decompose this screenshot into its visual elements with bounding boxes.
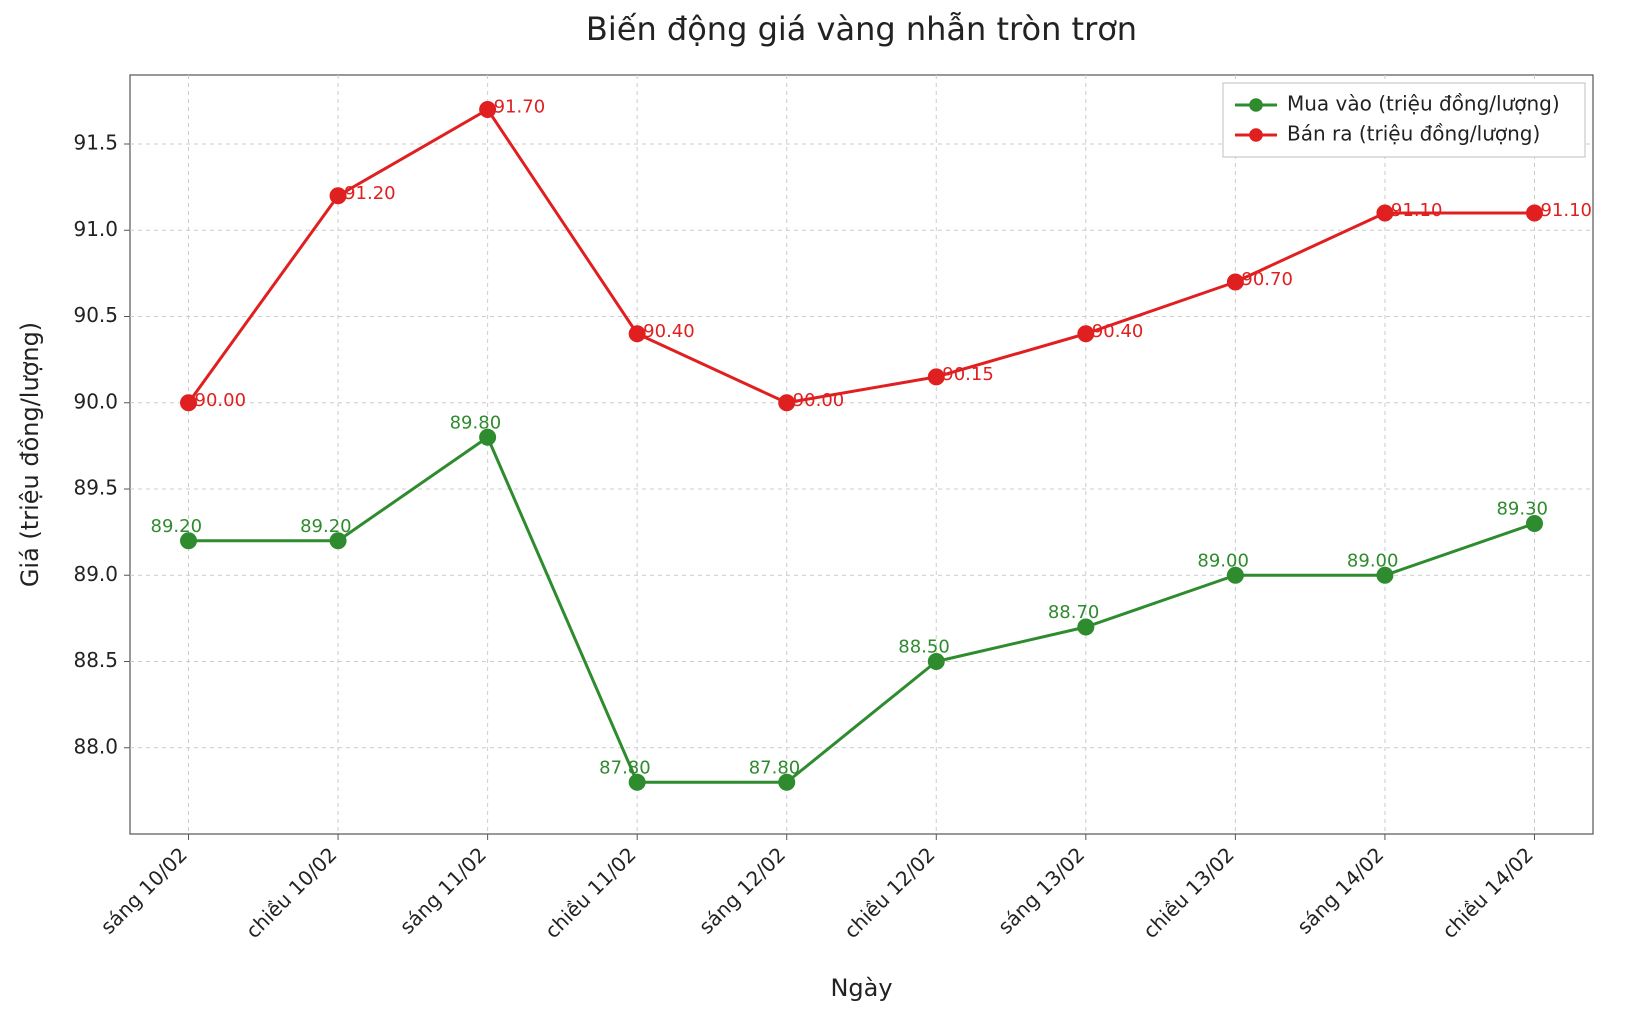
line-chart: 88.088.589.089.590.090.591.091.5sáng 10/… — [0, 0, 1633, 1024]
data-label: 90.15 — [942, 364, 994, 385]
chart-wrapper: 88.088.589.089.590.090.591.091.5sáng 10/… — [0, 0, 1633, 1024]
y-tick-label: 90.0 — [73, 389, 118, 413]
data-label: 91.10 — [1391, 200, 1443, 221]
y-tick-label: 91.5 — [73, 131, 118, 155]
data-label: 87.80 — [749, 757, 801, 778]
data-label: 88.70 — [1048, 602, 1100, 623]
data-label: 90.40 — [1092, 321, 1144, 342]
y-axis-label: Giá (triệu đồng/lượng) — [16, 322, 44, 587]
data-label: 89.80 — [450, 412, 502, 433]
data-label: 89.30 — [1496, 499, 1548, 520]
data-label: 89.00 — [1347, 550, 1399, 571]
data-label: 89.20 — [151, 516, 203, 537]
data-label: 91.20 — [344, 183, 396, 204]
y-tick-label: 91.0 — [73, 217, 118, 241]
y-tick-label: 89.5 — [73, 476, 118, 500]
legend-label: Mua vào (triệu đồng/lượng) — [1287, 92, 1560, 116]
y-tick-label: 88.0 — [73, 734, 118, 758]
data-label: 88.50 — [898, 637, 950, 658]
data-label: 90.00 — [793, 390, 845, 411]
data-label: 90.40 — [643, 321, 695, 342]
data-label: 90.70 — [1241, 269, 1293, 290]
y-tick-label: 90.5 — [73, 303, 118, 327]
y-tick-label: 89.0 — [73, 562, 118, 586]
data-label: 89.20 — [300, 516, 352, 537]
legend: Mua vào (triệu đồng/lượng) Bán ra (triệu … — [1223, 83, 1585, 157]
data-label: 91.10 — [1540, 200, 1592, 221]
y-tick-label: 88.5 — [73, 648, 118, 672]
legend-label: Bán ra (triệu đồng/lượng) — [1287, 122, 1540, 146]
x-axis-label: Ngày — [830, 974, 892, 1002]
chart-title: Biến động giá vàng nhẫn tròn trơn — [586, 10, 1137, 48]
data-label: 91.70 — [494, 97, 546, 118]
data-label: 87.80 — [599, 757, 651, 778]
data-label: 90.00 — [195, 390, 247, 411]
data-label: 89.00 — [1197, 550, 1249, 571]
